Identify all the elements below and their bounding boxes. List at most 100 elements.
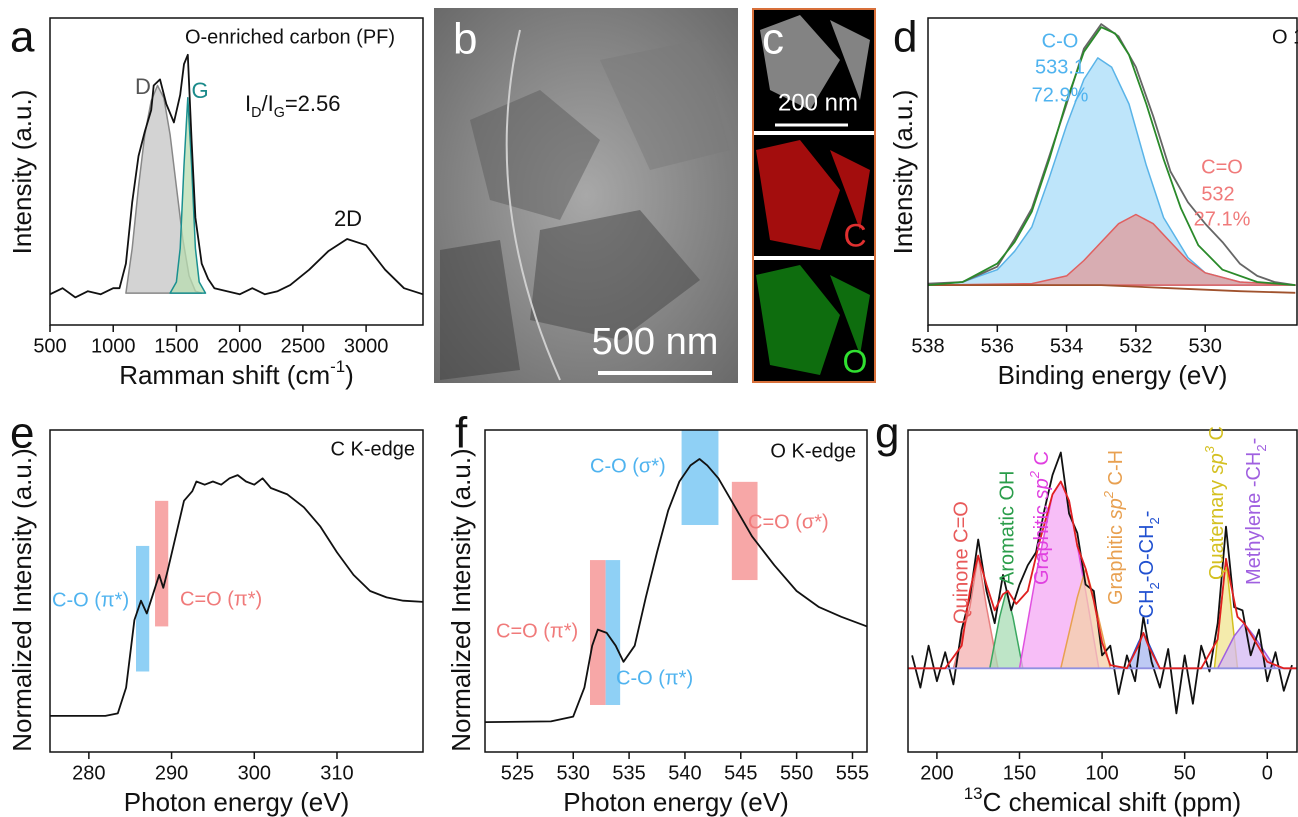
x-tick-label: 200 [920,762,953,784]
text-part: Methylene -CH [1243,452,1265,585]
carbon-map [756,140,870,250]
x-axis-label: Ramman shift (cm-1) [119,357,354,390]
annotation: C=O (π*) [496,620,578,642]
text-part: ) [345,360,354,390]
text-part: C-H [1105,450,1127,491]
text-part: -O-CH [1136,524,1158,582]
plot-area [485,430,867,723]
chart: 200 150 100 50 0 13C chemical shift (ppm) g Qui… [875,409,1298,817]
text-part: 3 [1202,445,1217,453]
x-tick-label: 500 [33,335,66,357]
spectrum-line [908,480,1297,670]
text-part: -CH [1136,589,1158,625]
spectrum-line [485,458,867,723]
plot-area [50,53,423,299]
text-part: I [245,91,251,116]
x-tick-label: 50 [1174,762,1196,784]
chart-title: O K-edge [770,440,856,462]
x-tick-label: 0 [1262,762,1273,784]
separator [754,131,874,135]
x-tick-label: 2000 [217,335,262,357]
peak-area [169,97,207,294]
x-tick-label: 545 [724,762,757,784]
x-tick-label: 534 [1050,335,1083,357]
annotation: ID/IG=2.56 [245,91,340,121]
spectrum-line [928,26,1296,286]
y-axis-label: Normalized Intensity (a.u.) [446,448,476,751]
text-part: Graphitic [1031,499,1053,585]
flake [600,40,730,170]
annotation: Graphitic sp2 C [1027,451,1053,585]
annotation: C-O (σ*) [590,455,666,477]
x-tick-label: 1500 [154,335,199,357]
eds-maps: 200 nm C O c [752,8,876,383]
x-axis-label: Photon energy (eV) [563,787,788,817]
scale-bar-label: 200 nm [778,89,858,116]
text-part: 2 [1147,582,1162,589]
x-tick-label: 525 [501,762,534,784]
plot-area [928,23,1297,294]
spectrum-line [50,474,423,717]
region-band [731,481,758,581]
x-tick-label: 280 [72,762,105,784]
x-axis-label: Photon energy (eV) [124,787,349,817]
annotation: C=O (π*) [180,588,262,610]
plot-frame [927,17,1298,326]
annotation: 532 [1201,183,1234,205]
peak-area [1126,632,1161,670]
text-part: D [251,105,261,121]
spectrum-line [911,451,1293,715]
region-band [605,560,621,705]
x-axis-label: 13C chemical shift (ppm) [964,784,1241,817]
flake [440,240,520,380]
text-part: sp [1031,478,1053,499]
x-tick-label: 555 [836,762,869,784]
chart: 525 530 535 540 545 550 555 Photon energy (eV) N… [446,409,869,817]
x-tick-label: 530 [1188,335,1221,357]
scale-bar-label: 500 nm [592,321,719,363]
y-axis-label: Intensity (a.u.) [7,90,37,255]
text-part: 2 [1147,517,1162,524]
x-tick-label: 290 [155,762,188,784]
annotation: C=O (σ*) [748,511,829,533]
annotation: 533.1 [1035,56,1085,78]
text-part: 2 [1027,470,1042,479]
spectrum-line [928,284,1296,294]
text-part: /I [261,91,273,116]
x-tick-label: 2500 [281,335,326,357]
x-axis-label: Binding energy (eV) [998,360,1228,390]
x-tick-label: 538 [911,335,944,357]
x-tick-label: 3000 [344,335,389,357]
map-label: C [843,217,866,253]
plot-frame [484,429,868,753]
chart-title: O-enriched carbon (PF) [185,26,395,48]
text-part: C chemical shift (ppm) [983,787,1242,817]
edge [505,29,561,381]
x-tick-label: 532 [1119,335,1152,357]
x-tick-label: 300 [238,762,271,784]
annotation: Quinone C=O [950,501,972,624]
x-tick-label: 310 [320,762,353,784]
plot-frame [49,17,424,326]
y-axis-label: Normalized Intensity (a.u.) [7,448,37,751]
annotation: 72.9% [1032,84,1089,106]
x-tick-label: 150 [1003,762,1036,784]
panel-label: d [893,13,917,62]
panel-label: f [455,409,468,458]
separator [754,256,874,260]
plot-frame [49,429,424,753]
x-tick-label: 535 [612,762,645,784]
annotation: Aromatic OH [996,471,1018,585]
panel-label: c [762,15,784,64]
text-part: 2 [1254,444,1269,451]
annotation: -CH2-O-CH2- [1136,511,1162,625]
annotation: Quaternary sp3 C [1202,426,1228,580]
x-tick-label: 530 [557,762,590,784]
flake [530,210,700,340]
spectrum-line [50,53,423,299]
text-part: Ramman shift (cm [119,360,330,390]
text-part: G [274,105,285,121]
flake [470,90,600,220]
tem-image: 500 nm b [434,8,738,383]
